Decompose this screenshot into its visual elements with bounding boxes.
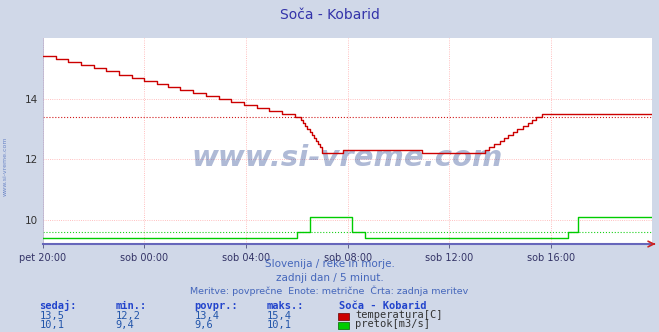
Text: pretok[m3/s]: pretok[m3/s] xyxy=(355,319,430,329)
Text: 13,4: 13,4 xyxy=(194,311,219,321)
Text: Slovenija / reke in morje.: Slovenija / reke in morje. xyxy=(264,259,395,269)
Text: maks.:: maks.: xyxy=(267,301,304,311)
Text: Soča - Kobarid: Soča - Kobarid xyxy=(279,8,380,22)
Text: www.si-vreme.com: www.si-vreme.com xyxy=(3,136,8,196)
Text: 9,4: 9,4 xyxy=(115,320,134,330)
Text: Soča - Kobarid: Soča - Kobarid xyxy=(339,301,427,311)
Text: povpr.:: povpr.: xyxy=(194,301,238,311)
Text: min.:: min.: xyxy=(115,301,146,311)
Text: 15,4: 15,4 xyxy=(267,311,292,321)
Text: 10,1: 10,1 xyxy=(40,320,65,330)
Text: 9,6: 9,6 xyxy=(194,320,213,330)
Text: 10,1: 10,1 xyxy=(267,320,292,330)
Text: 13,5: 13,5 xyxy=(40,311,65,321)
Text: temperatura[C]: temperatura[C] xyxy=(355,310,443,320)
Text: 12,2: 12,2 xyxy=(115,311,140,321)
Text: Meritve: povprečne  Enote: metrične  Črta: zadnja meritev: Meritve: povprečne Enote: metrične Črta:… xyxy=(190,285,469,296)
Text: www.si-vreme.com: www.si-vreme.com xyxy=(192,143,503,172)
Text: sedaj:: sedaj: xyxy=(40,300,77,311)
Text: zadnji dan / 5 minut.: zadnji dan / 5 minut. xyxy=(275,273,384,283)
